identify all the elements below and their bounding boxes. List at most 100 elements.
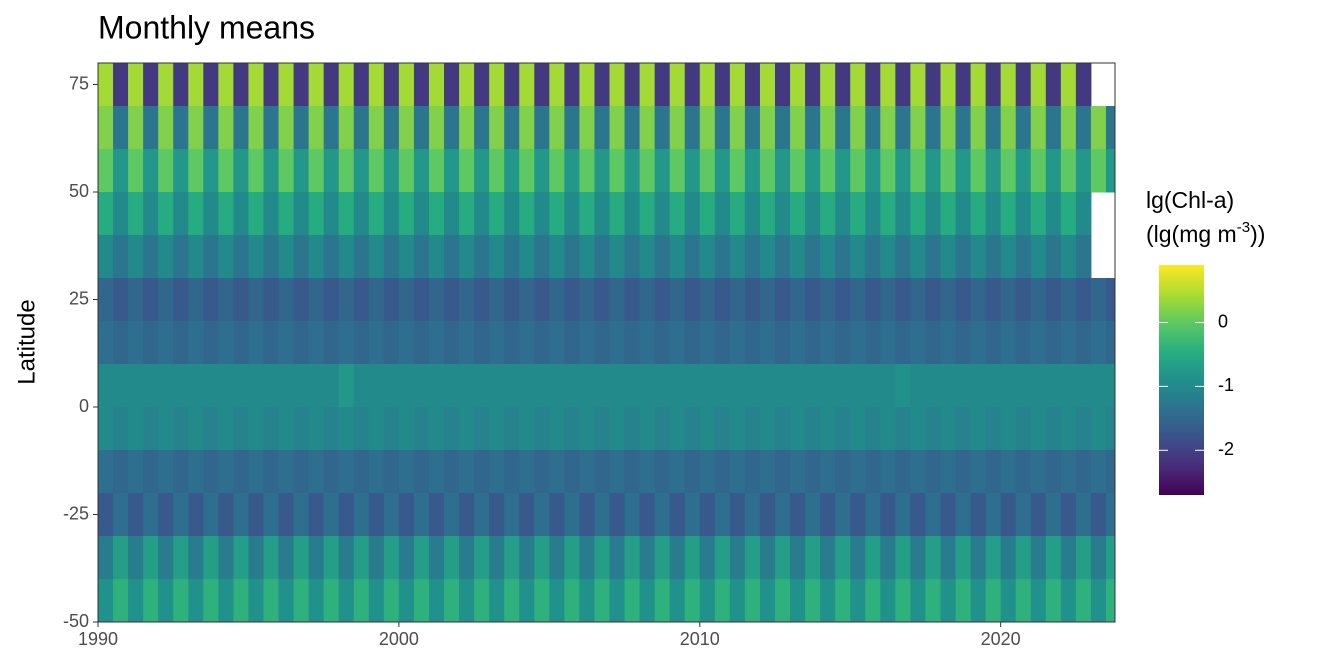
heatmap-cell	[383, 450, 400, 494]
heatmap-cell	[1075, 149, 1092, 193]
heatmap-cell	[699, 192, 716, 236]
heatmap-cell	[519, 579, 535, 623]
heatmap-cell	[865, 235, 881, 279]
heatmap-cell	[398, 579, 415, 623]
heatmap-cell	[323, 493, 340, 537]
heatmap-cell	[1030, 106, 1047, 150]
heatmap-cell	[489, 106, 505, 150]
heatmap-cell	[1075, 579, 1092, 623]
heatmap-cell	[1000, 579, 1017, 623]
heatmap-cell	[233, 149, 249, 193]
heatmap-cell	[639, 364, 656, 408]
heatmap-cell	[143, 493, 159, 537]
heatmap-cell	[98, 63, 114, 107]
heatmap-cell	[699, 450, 716, 494]
heatmap-cell	[790, 149, 806, 193]
heatmap-cell	[1090, 149, 1107, 193]
heatmap-cell	[925, 493, 941, 537]
heatmap-cell	[940, 493, 957, 537]
heatmap-cell	[1105, 278, 1116, 322]
heatmap-cell	[970, 278, 987, 322]
heatmap-cell	[113, 106, 129, 150]
heatmap-cell	[1060, 192, 1077, 236]
heatmap-cell	[519, 450, 535, 494]
heatmap-cell	[474, 63, 490, 107]
heatmap-cell	[474, 450, 490, 494]
heatmap-cell	[308, 493, 325, 537]
heatmap-cell	[444, 450, 460, 494]
heatmap-cell	[474, 149, 490, 193]
heatmap-cell	[474, 536, 490, 580]
heatmap-cell	[218, 192, 234, 236]
heatmap-cell	[895, 407, 911, 451]
heatmap-cell	[248, 407, 264, 451]
heatmap-cell	[684, 321, 701, 365]
heatmap-cell	[143, 106, 159, 150]
heatmap-cell	[504, 450, 520, 494]
heatmap-cell	[338, 364, 355, 408]
heatmap-cell	[368, 536, 385, 580]
heatmap-cell	[714, 493, 731, 537]
heatmap-cell	[113, 192, 129, 236]
heatmap-cell	[263, 192, 280, 236]
colorbar-title: lg(Chl-a)	[1146, 187, 1234, 213]
heatmap-cell	[459, 235, 475, 279]
heatmap-cell	[654, 235, 671, 279]
heatmap-cell	[203, 106, 219, 150]
heatmap-cell	[368, 235, 385, 279]
heatmap-cell	[940, 63, 957, 107]
heatmap-cell	[895, 149, 911, 193]
heatmap-cell	[684, 106, 701, 150]
heatmap-cell	[173, 321, 189, 365]
heatmap-cell	[143, 278, 159, 322]
heatmap-cell	[820, 450, 836, 494]
heatmap-cell	[729, 235, 746, 279]
heatmap-cell	[564, 364, 580, 408]
heatmap-cell	[308, 579, 325, 623]
heatmap-cell	[609, 450, 626, 494]
heatmap-cell	[790, 278, 806, 322]
heatmap-cell	[459, 536, 475, 580]
heatmap-cell	[940, 407, 957, 451]
heatmap-cell	[143, 235, 159, 279]
heatmap-cell	[173, 192, 189, 236]
heatmap-cell	[564, 149, 580, 193]
heatmap-cell	[383, 579, 400, 623]
heatmap-cell	[203, 536, 219, 580]
heatmap-cell	[353, 278, 370, 322]
heatmap-cell	[188, 192, 204, 236]
heatmap-cell	[759, 63, 776, 107]
heatmap-cell	[1045, 450, 1062, 494]
heatmap-cell	[308, 63, 325, 107]
heatmap-cell	[654, 450, 671, 494]
heatmap-cell	[263, 321, 280, 365]
heatmap-cell	[970, 63, 987, 107]
heatmap-cell	[1030, 235, 1047, 279]
heatmap-cell	[985, 63, 1002, 107]
heatmap-cell	[699, 235, 716, 279]
heatmap-cell	[865, 149, 881, 193]
x-tick-label: 2000	[379, 629, 419, 649]
heatmap-cell	[549, 63, 565, 107]
heatmap-cell	[759, 192, 776, 236]
heatmap-cell	[684, 278, 701, 322]
heatmap-cell	[158, 536, 174, 580]
heatmap-cell	[143, 364, 159, 408]
heatmap-cell	[895, 278, 911, 322]
heatmap-cell	[759, 149, 776, 193]
heatmap-cell	[925, 364, 941, 408]
heatmap-cell	[1045, 149, 1062, 193]
heatmap-cell	[293, 407, 310, 451]
heatmap-cell	[504, 364, 520, 408]
heatmap-cell	[1060, 364, 1077, 408]
heatmap-cell	[113, 149, 129, 193]
heatmap-cell	[474, 364, 490, 408]
heatmap-cell	[143, 321, 159, 365]
heatmap-cell	[985, 235, 1002, 279]
heatmap-cell	[293, 192, 310, 236]
heatmap-cell	[609, 321, 626, 365]
heatmap-cell	[835, 235, 851, 279]
heatmap-cell	[970, 493, 987, 537]
heatmap-cell	[1090, 493, 1107, 537]
heatmap-cell	[278, 235, 295, 279]
